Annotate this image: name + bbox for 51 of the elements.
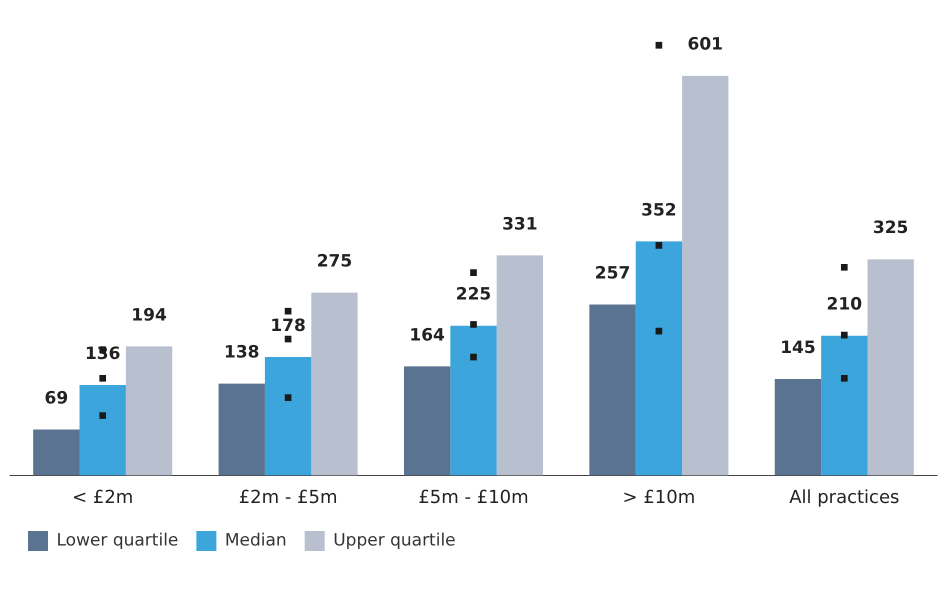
x-tick-label: > £10m (622, 486, 696, 508)
point (656, 242, 662, 249)
data-label: 275 (316, 251, 352, 272)
point (99, 412, 106, 419)
x-tick-label: £2m - £5m (238, 486, 338, 508)
data-label: 210 (826, 294, 862, 315)
bar (33, 430, 80, 476)
data-label: 178 (270, 316, 306, 336)
bar (682, 76, 728, 476)
bar (218, 384, 265, 476)
point (656, 328, 662, 334)
bar (80, 384, 126, 476)
bar (774, 378, 822, 476)
bar (126, 346, 172, 476)
bar (636, 241, 682, 476)
x-tick-label: < £2m (72, 486, 134, 508)
x-tick-label: All practices (789, 486, 900, 508)
point (840, 332, 848, 338)
point (470, 321, 477, 328)
x-tick-label: £5m - £10m (418, 486, 529, 508)
legend-label: Lower quartile (56, 530, 178, 550)
bar (821, 336, 868, 476)
data-label: 164 (409, 325, 446, 346)
data-label: 138 (224, 342, 260, 363)
bar (496, 255, 544, 476)
point (840, 375, 848, 382)
legend-label: Upper quartile (333, 530, 456, 550)
point (284, 308, 292, 315)
data-label: 601 (688, 34, 723, 55)
bar (404, 366, 450, 476)
point (470, 354, 477, 360)
data-label: 194 (131, 305, 167, 326)
point (656, 42, 662, 49)
data-label: 69 (44, 388, 68, 408)
bar (867, 259, 914, 476)
data-label: 145 (780, 338, 816, 358)
data-label: 352 (641, 200, 677, 220)
point (284, 394, 292, 401)
point (470, 269, 477, 276)
legend-label: Median (224, 530, 287, 550)
bar (450, 326, 497, 476)
data-label: 331 (502, 214, 538, 234)
data-label: 257 (594, 263, 630, 284)
bar (311, 292, 358, 476)
point (284, 336, 292, 342)
bar (264, 357, 312, 476)
data-label: 325 (872, 218, 908, 238)
data-label: 225 (456, 284, 492, 305)
bar (589, 304, 636, 476)
point (99, 375, 106, 382)
point (840, 264, 848, 271)
